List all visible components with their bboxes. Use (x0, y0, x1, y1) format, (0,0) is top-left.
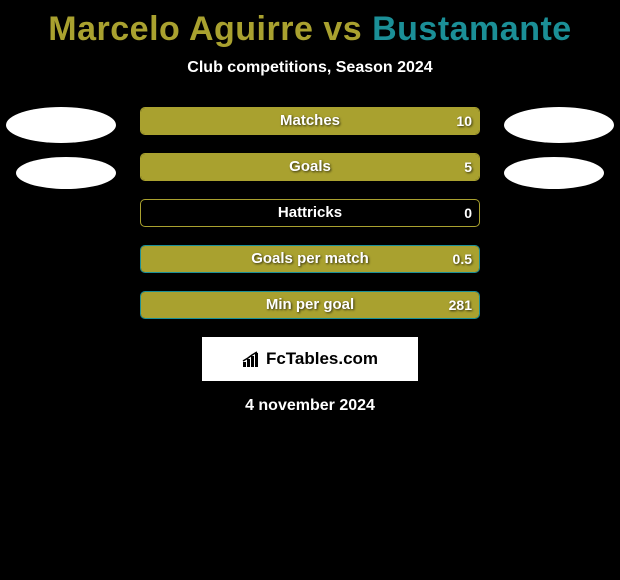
stat-value-right: 281 (449, 291, 472, 319)
footer-date: 4 november 2024 (0, 397, 620, 415)
bar-track (140, 153, 480, 181)
bar-track (140, 291, 480, 319)
page-title: Marcelo Aguirre vs Bustamante (0, 0, 620, 49)
bar-right (141, 154, 479, 180)
title-vs: vs (313, 10, 372, 48)
bar-right (141, 108, 479, 134)
brand-chart-icon (242, 350, 262, 368)
stat-value-right: 0 (464, 199, 472, 227)
bar-track (140, 107, 480, 135)
bar-track (140, 199, 480, 227)
subtitle: Club competitions, Season 2024 (0, 59, 620, 77)
stat-row: Goals per match 0.5 (0, 245, 620, 273)
brand-box[interactable]: FcTables.com (202, 337, 418, 381)
title-player-left: Marcelo Aguirre (48, 10, 313, 48)
bar-right (141, 246, 479, 272)
brand-text: FcTables.com (266, 349, 378, 369)
stat-row: Matches 10 (0, 107, 620, 135)
comparison-area: Matches 10 Goals 5 Hattricks 0 Goals per… (0, 107, 620, 319)
stat-row: Min per goal 281 (0, 291, 620, 319)
brand-inner: FcTables.com (242, 349, 378, 369)
stat-value-right: 5 (464, 153, 472, 181)
stat-value-right: 10 (456, 107, 472, 135)
bar-right (141, 292, 479, 318)
stat-value-right: 0.5 (453, 245, 472, 273)
title-player-right: Bustamante (372, 10, 572, 48)
bar-track (140, 245, 480, 273)
stat-row: Goals 5 (0, 153, 620, 181)
stat-row: Hattricks 0 (0, 199, 620, 227)
